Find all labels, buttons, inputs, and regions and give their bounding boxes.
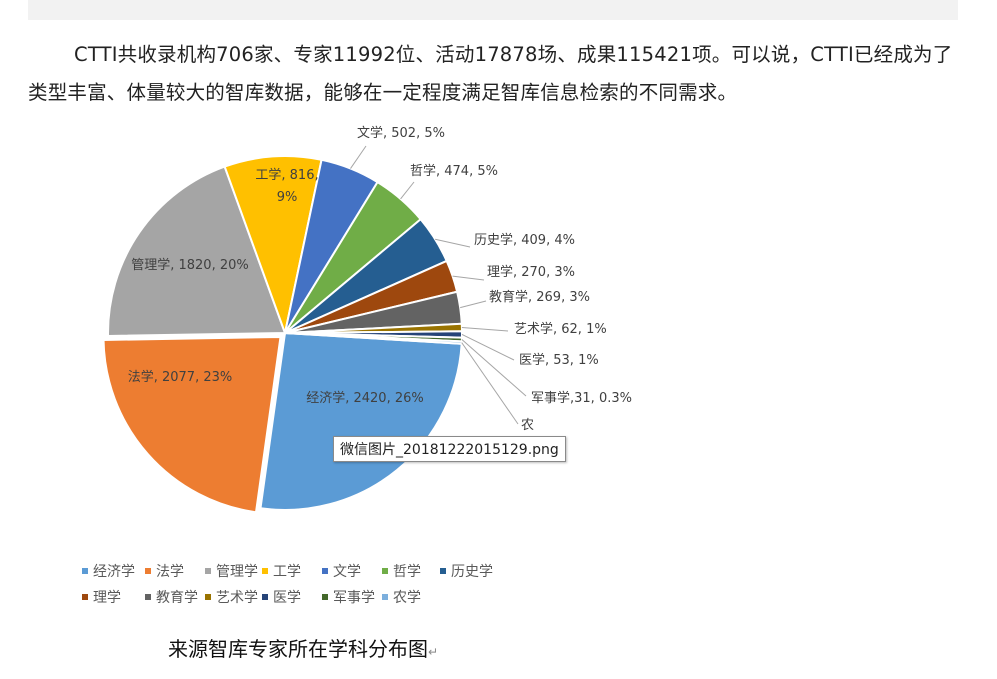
legend-item-7: 理学: [82, 587, 121, 607]
data-label-6: 历史学, 409, 4%: [474, 232, 575, 248]
data-label-10: 医学, 53, 1%: [519, 352, 599, 368]
legend-item-10: 医学: [262, 587, 301, 607]
pie-slice-1: [102, 335, 282, 514]
legend-swatch-9: [205, 594, 211, 600]
caption-text: 来源智库专家所在学科分布图: [168, 637, 428, 661]
legend-swatch-11: [322, 594, 328, 600]
leader-line-11: [461, 339, 527, 397]
legend-item-9: 艺术学: [205, 587, 258, 607]
legend-swatch-8: [145, 594, 151, 600]
top-gray-bar: [28, 0, 958, 20]
legend-swatch-0: [82, 568, 88, 574]
legend-item-8: 教育学: [145, 587, 198, 607]
pie-slice-3: [223, 155, 323, 337]
pie-slice-2: [107, 165, 287, 338]
legend-item-2: 管理学: [205, 561, 258, 581]
legend-item-0: 经济学: [82, 561, 135, 581]
data-label-4: 文学, 502, 5%: [357, 125, 445, 141]
legend-label-4: 文学: [333, 564, 361, 580]
leader-line-9: [461, 327, 509, 332]
legend-label-6: 历史学: [451, 564, 493, 580]
chart-caption: 来源智库专家所在学科分布图↵: [168, 633, 438, 662]
leader-line-7: [452, 275, 485, 281]
legend-label-8: 教育学: [156, 590, 198, 606]
legend-swatch-2: [205, 568, 211, 574]
legend-swatch-4: [322, 568, 328, 574]
data-label-11: 军事学,31, 0.3%: [531, 390, 632, 406]
pie-slice-0: [259, 331, 463, 511]
legend-label-7: 理学: [93, 590, 121, 606]
leader-line-8: [460, 300, 487, 309]
leader-line-10: [461, 334, 515, 361]
caption-area: [150, 628, 640, 668]
legend-swatch-3: [262, 568, 268, 574]
leader-line-4: [350, 145, 367, 169]
data-label-12: 农: [521, 418, 534, 433]
data-label-1: 法学, 2077, 23%: [128, 369, 233, 385]
data-label-5: 哲学, 474, 5%: [410, 163, 498, 179]
legend-label-3: 工学: [273, 564, 301, 580]
legend-swatch-12: [382, 594, 388, 600]
legend-item-1: 法学: [145, 561, 184, 581]
data-label-9: 艺术学, 62, 1%: [514, 321, 607, 337]
legend-item-12: 农学: [382, 587, 421, 607]
legend-item-5: 哲学: [382, 561, 421, 581]
leader-line-5: [400, 181, 415, 200]
leader-line-6: [434, 238, 471, 248]
data-label-7: 理学, 270, 3%: [487, 264, 575, 280]
legend-swatch-6: [440, 568, 446, 574]
legend-swatch-5: [382, 568, 388, 574]
data-label-2: 管理学, 1820, 20%: [131, 257, 249, 273]
leader-line-12: [461, 342, 519, 425]
data-label-8: 教育学, 269, 3%: [489, 289, 590, 305]
data-label-0: 经济学, 2420, 26%: [306, 390, 424, 406]
legend-label-1: 法学: [156, 564, 184, 580]
return-mark: ↵: [428, 645, 439, 659]
legend-label-12: 农学: [393, 590, 421, 606]
legend-label-11: 军事学: [333, 590, 375, 606]
legend-label-5: 哲学: [393, 564, 421, 580]
legend-swatch-10: [262, 594, 268, 600]
legend-label-9: 艺术学: [216, 590, 258, 606]
legend-item-3: 工学: [262, 561, 301, 581]
legend-item-4: 文学: [322, 561, 361, 581]
intro-paragraph: CTTI共收录机构706家、专家11992位、活动17878场、成果115421…: [28, 43, 953, 104]
legend-item-11: 军事学: [322, 587, 375, 607]
image-filename-tooltip: 微信图片_20181222015129.png: [333, 436, 566, 462]
legend-swatch-1: [145, 568, 151, 574]
legend-item-6: 历史学: [440, 561, 493, 581]
legend-label-2: 管理学: [216, 564, 258, 580]
legend-label-0: 经济学: [93, 564, 135, 580]
legend-label-10: 医学: [273, 590, 301, 606]
data-label-3-line2: 9%: [277, 190, 298, 205]
legend-swatch-7: [82, 594, 88, 600]
data-label-3: 工学, 816,: [255, 167, 318, 183]
